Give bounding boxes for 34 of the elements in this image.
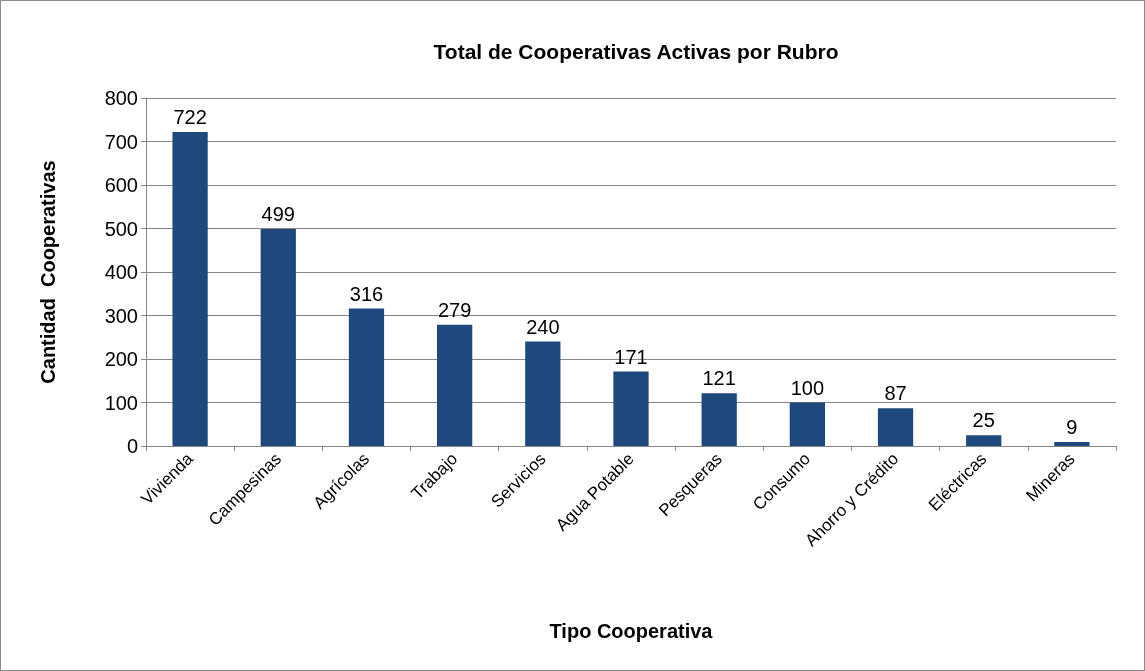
bar [437, 324, 473, 446]
data-label: 100 [790, 376, 825, 399]
bar [1054, 442, 1090, 446]
bar [348, 308, 385, 446]
bar [701, 393, 737, 446]
data-label: 279 [437, 298, 472, 321]
bar [613, 371, 649, 446]
bar [966, 435, 1002, 446]
y-tick-label: 700 [104, 130, 138, 153]
data-label: 87 [884, 382, 907, 405]
data-label: 9 [1066, 416, 1078, 439]
y-axis-title: Cantidad Cooperativas [37, 160, 59, 384]
bar [172, 131, 208, 446]
y-tick-label: 400 [104, 261, 138, 283]
data-label: 121 [702, 367, 736, 390]
x-axis-title: Tipo Cooperativa [549, 620, 714, 642]
y-tick-label: 0 [126, 435, 138, 457]
data-label: 171 [614, 345, 648, 368]
bar [260, 228, 296, 446]
data-label: 722 [173, 105, 207, 128]
data-label: 499 [261, 202, 295, 225]
data-label: 240 [526, 315, 560, 338]
y-tick-label: 100 [104, 391, 138, 414]
y-tick-label: 500 [104, 217, 138, 240]
bar [789, 402, 825, 446]
y-tick-label: 200 [104, 348, 138, 370]
y-tick-label: 600 [104, 174, 138, 196]
chart-title: Total de Cooperativas Activas por Rubro [433, 40, 839, 63]
bar [525, 341, 561, 446]
data-label: 25 [972, 409, 995, 432]
data-label: 316 [349, 282, 384, 305]
y-tick-label: 300 [104, 304, 138, 327]
y-tick-label: 800 [104, 87, 138, 109]
bar [877, 408, 914, 446]
